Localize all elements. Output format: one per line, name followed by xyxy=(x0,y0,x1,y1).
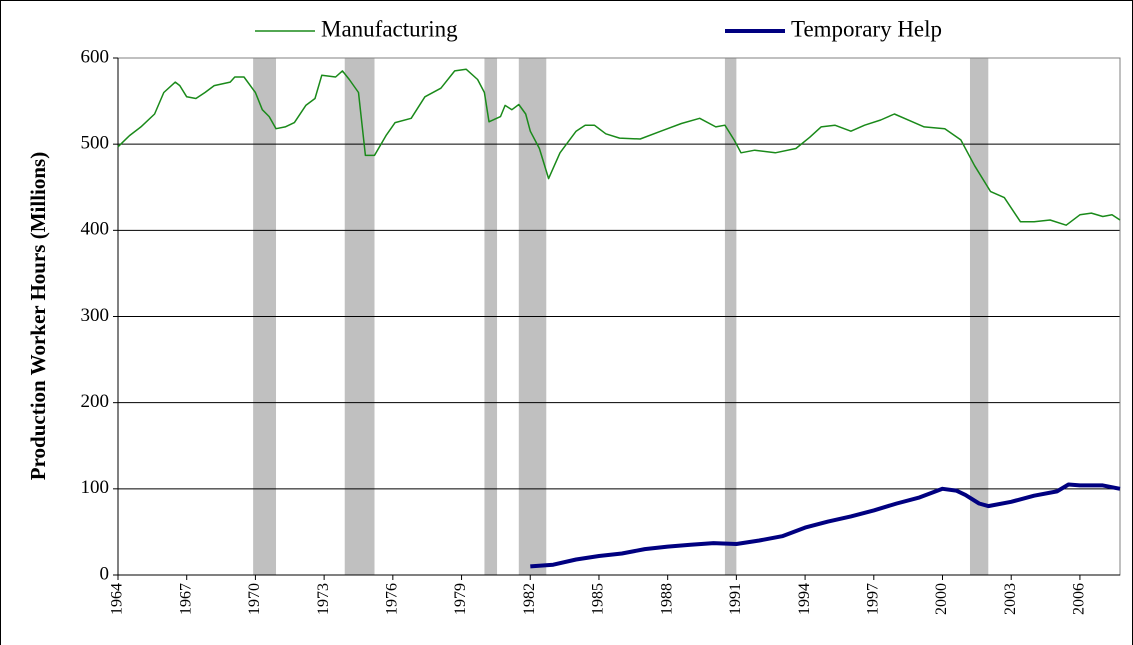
x-tick-label: 1967 xyxy=(177,583,194,615)
y-tick-label: 600 xyxy=(81,46,110,67)
x-tick-label: 1979 xyxy=(452,583,469,615)
x-tick-label: 2003 xyxy=(1002,583,1019,615)
y-axis-label: Production Worker Hours (Millions) xyxy=(26,152,50,480)
x-tick-label: 1994 xyxy=(796,583,813,615)
legend-label: Manufacturing xyxy=(321,16,458,41)
y-tick-label: 100 xyxy=(81,477,110,498)
legend-label: Temporary Help xyxy=(791,16,942,41)
x-tick-label: 1985 xyxy=(590,583,607,615)
x-tick-label: 1991 xyxy=(727,583,744,615)
x-tick-label: 1982 xyxy=(521,583,538,615)
y-tick-label: 200 xyxy=(81,391,110,412)
y-tick-label: 300 xyxy=(81,305,110,326)
x-tick-label: 1976 xyxy=(384,583,401,615)
y-tick-label: 0 xyxy=(100,563,110,584)
x-tick-label: 1964 xyxy=(109,583,126,615)
x-tick-label: 1988 xyxy=(658,583,675,615)
x-tick-label: 1997 xyxy=(864,583,881,615)
x-tick-label: 1973 xyxy=(315,583,332,615)
y-tick-label: 400 xyxy=(81,219,110,240)
x-tick-label: 1970 xyxy=(246,583,263,615)
x-tick-label: 2000 xyxy=(933,583,950,615)
x-tick-label: 2006 xyxy=(1071,583,1088,615)
y-tick-label: 500 xyxy=(81,133,110,154)
series-line xyxy=(117,68,1121,226)
series-line xyxy=(530,482,1121,569)
